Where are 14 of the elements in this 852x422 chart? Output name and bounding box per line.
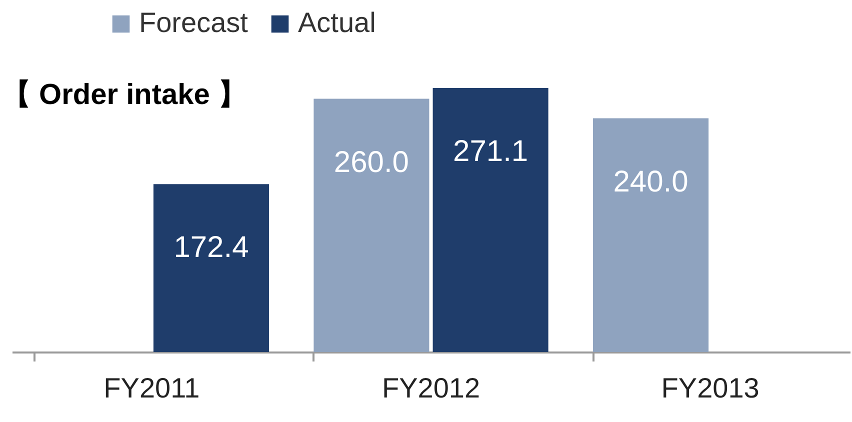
- chart-title: 【 Order intake 】: [2, 79, 247, 111]
- bar: [432, 88, 548, 352]
- legend-label: Actual: [298, 7, 376, 38]
- data-label: 172.4: [174, 231, 249, 264]
- data-label: 260.0: [334, 146, 409, 179]
- bar: [314, 98, 430, 352]
- x-tick-label: FY2011: [104, 372, 200, 404]
- data-label: 271.1: [453, 135, 528, 168]
- x-tick-label: FY2012: [382, 372, 480, 404]
- bar: [153, 184, 269, 352]
- data-label: 240.0: [613, 165, 688, 198]
- x-tick-label: FY2013: [661, 372, 760, 404]
- legend-label: Forecast: [139, 7, 248, 38]
- bar: [593, 118, 709, 352]
